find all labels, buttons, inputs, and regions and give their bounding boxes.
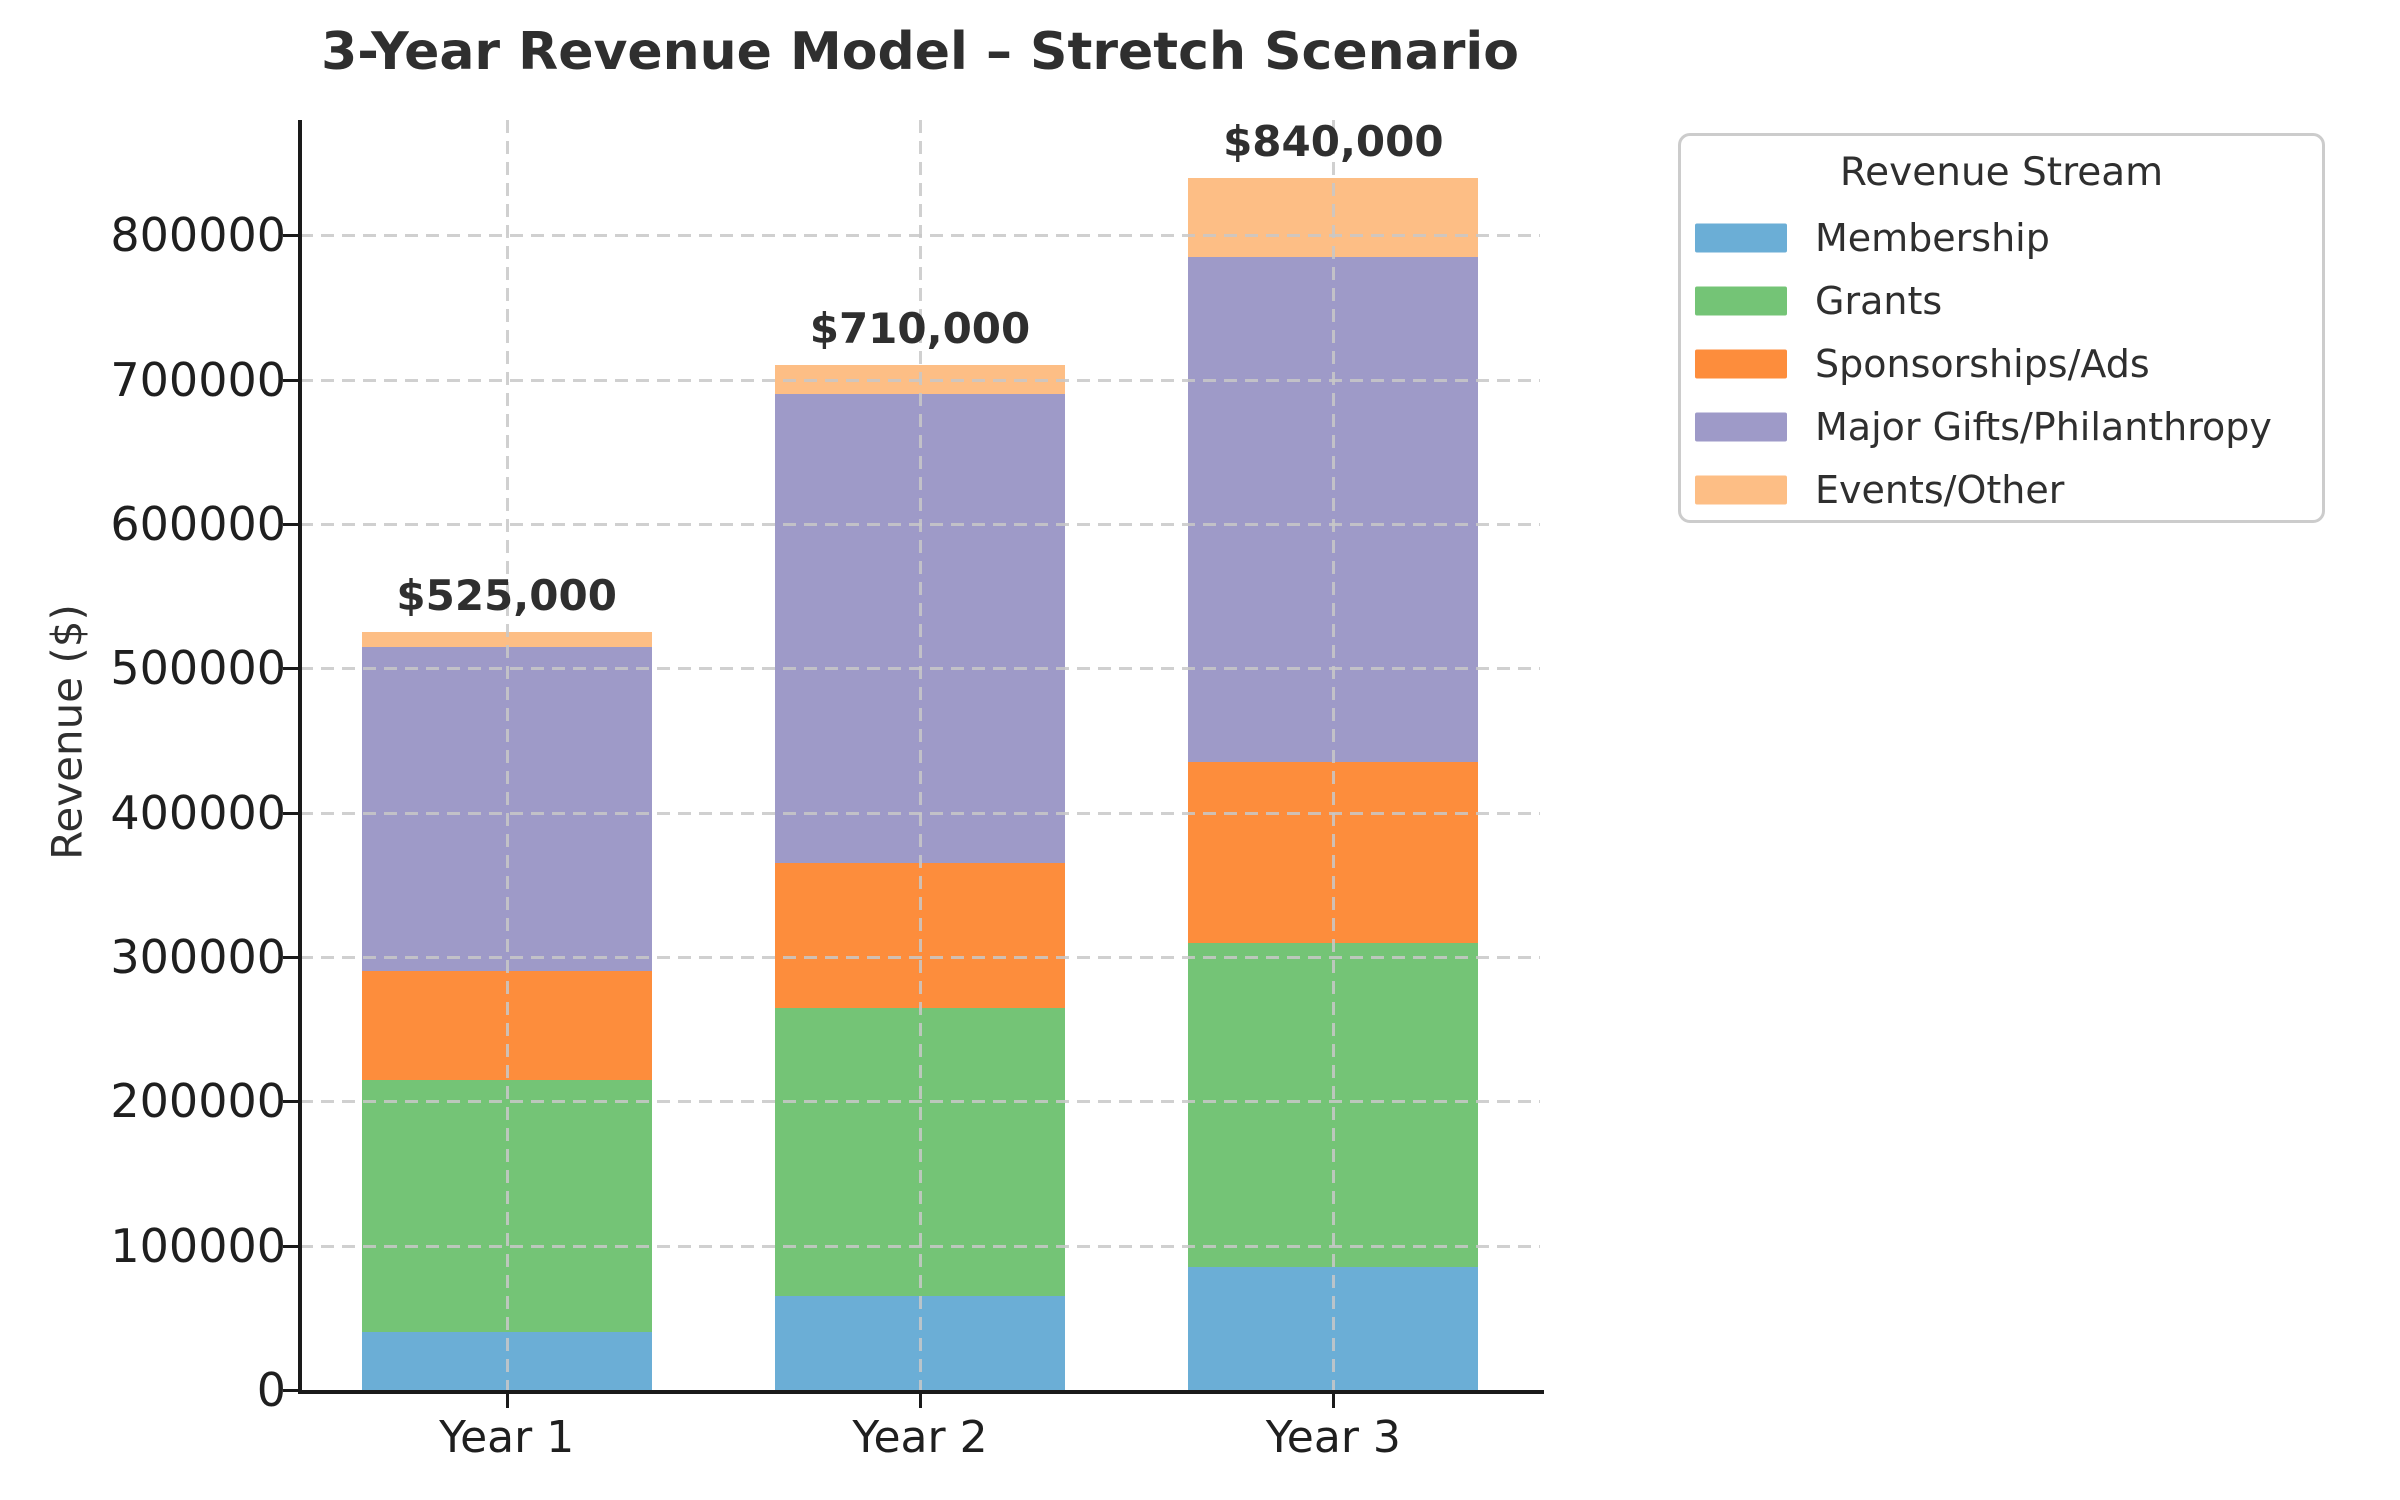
legend-item-label: Sponsorships/Ads <box>1815 341 2150 386</box>
x-tick-mark <box>505 1394 509 1408</box>
y-tick-label: 800000 <box>110 208 286 263</box>
plot-area: $525,000 $710,000 $840,000 <box>300 116 1540 1390</box>
y-tick-mark <box>283 378 299 382</box>
y-tick-label: 700000 <box>110 352 286 407</box>
legend-item-label: Membership <box>1815 215 2050 260</box>
x-tick-mark <box>1332 1394 1336 1408</box>
y-tick-mark <box>283 1389 299 1392</box>
gridline-vertical <box>505 120 509 1390</box>
legend-title: Revenue Stream <box>1839 150 2164 195</box>
y-tick-mark <box>283 956 299 960</box>
x-tick-label-2: Year 2 <box>852 1412 988 1463</box>
legend-item-label: Major Gifts/Philanthropy <box>1815 404 2272 449</box>
bar-total-label: $840,000 <box>1223 116 1444 166</box>
y-tick-label: 500000 <box>110 641 286 696</box>
y-tick-mark <box>283 811 299 815</box>
legend-swatch <box>1695 223 1787 252</box>
legend-swatch <box>1695 349 1787 378</box>
legend-item: Events/Other <box>1681 458 2322 521</box>
legend-swatch <box>1695 412 1787 441</box>
y-tick-label: 600000 <box>110 497 286 552</box>
y-axis-spine <box>298 120 302 1394</box>
legend-item: Major Gifts/Philanthropy <box>1681 395 2322 458</box>
x-tick-label-3: Year 3 <box>1265 1412 1401 1463</box>
y-tick-mark <box>283 1244 299 1248</box>
legend-item-label: Events/Other <box>1815 467 2065 512</box>
bar-total-label: $710,000 <box>809 304 1031 354</box>
y-tick-label: 400000 <box>110 785 286 840</box>
x-tick-label-1: Year 1 <box>439 1412 575 1463</box>
legend-swatch <box>1695 286 1787 315</box>
y-tick-label: 200000 <box>110 1074 286 1129</box>
x-tick-mark <box>919 1394 922 1408</box>
legend-swatch <box>1695 475 1787 504</box>
y-tick-mark <box>283 667 299 671</box>
legend-item: Grants <box>1681 269 2322 332</box>
legend: Revenue Stream Membership Grants Sponsorsh… <box>1678 133 2325 523</box>
bar-total-label: $525,000 <box>396 571 617 621</box>
chart-title: 3-Year Revenue Model – Stretch Scenario <box>321 22 1519 82</box>
gridline-vertical <box>919 120 922 1390</box>
y-tick-mark <box>283 1100 299 1104</box>
legend-item: Membership <box>1681 206 2322 269</box>
legend-item: Sponsorships/Ads <box>1681 332 2322 395</box>
gridline-vertical <box>1332 120 1336 1390</box>
y-tick-label: 300000 <box>110 930 286 985</box>
y-tick-mark <box>283 234 299 238</box>
y-tick-label: 0 <box>256 1363 286 1417</box>
y-tick-label: 100000 <box>110 1218 286 1273</box>
legend-item-label: Grants <box>1815 278 1943 323</box>
y-tick-mark <box>283 523 299 527</box>
x-axis-spine <box>298 1390 1544 1394</box>
